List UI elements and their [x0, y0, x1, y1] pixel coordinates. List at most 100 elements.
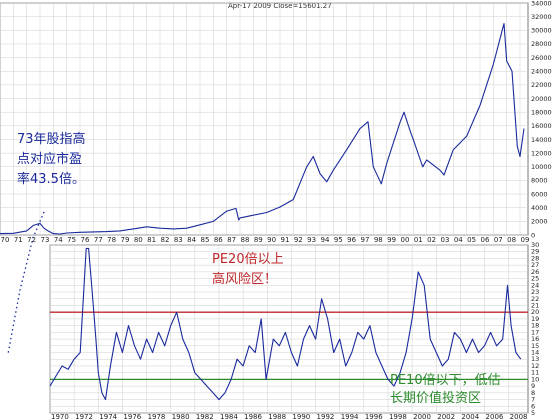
top-note-line-1: 73年股指高: [17, 131, 86, 147]
price-x-tick-label: 97: [361, 236, 370, 244]
pe-x-tick-label: 2002: [437, 413, 455, 420]
index-price-line: [0, 22, 525, 235]
price-x-tick-label: 92: [294, 236, 303, 244]
price-x-tick-label: 98: [374, 236, 383, 244]
price-x-tick-label: 86: [214, 236, 223, 244]
top-note-line-2: 点对应市盈: [17, 151, 82, 167]
price-x-tick-label: 00: [401, 236, 410, 244]
pe-y-tick-label: 19: [531, 315, 539, 323]
pe-x-tick-label: 1982: [196, 413, 214, 420]
price-x-tick-label: 82: [161, 236, 170, 244]
pe-y-tick-label: 15: [531, 342, 539, 350]
pe-y-tick-label: 23: [531, 288, 539, 296]
price-y-tick-label: 12000: [531, 149, 552, 157]
price-y-tick-label: 16000: [531, 122, 552, 130]
price-x-tick-label: 08: [507, 236, 516, 244]
low-value-note: PE10倍以下，低估 长期价值投资区: [390, 373, 501, 406]
price-x-tick-label: 96: [347, 236, 356, 244]
pe-x-tick-label: 1980: [172, 413, 190, 420]
pe-y-tick-label: 8: [531, 389, 535, 397]
pe-y-tick-label: 28: [531, 254, 539, 262]
pe-x-tick-label: 2006: [486, 413, 504, 420]
pe-x-tick-label: 1996: [365, 413, 383, 420]
pe-y-tick-label: 27: [531, 261, 539, 269]
price-x-tick-label: 93: [307, 236, 316, 244]
price-x-tick-label: 90: [267, 236, 276, 244]
price-x-tick-label: 84: [187, 236, 196, 244]
price-x-tick-label: 91: [281, 236, 290, 244]
price-x-tick-label: 04: [454, 236, 463, 244]
price-y-tick-label: 22000: [531, 81, 552, 89]
pe-x-tick-label: 1974: [99, 413, 117, 420]
price-x-tick-label: 07: [494, 236, 503, 244]
high-zone-line-1: PE20倍以上: [212, 252, 284, 267]
pe-y-tick-label: 20: [531, 308, 539, 316]
price-x-tick-label: 71: [14, 236, 23, 244]
pe-x-tick-label: 1972: [75, 413, 93, 420]
price-x-tick-label: 99: [387, 236, 396, 244]
pe-ratio-panel: 5678910111213141516171819202122232425262…: [49, 241, 539, 420]
price-x-tick-label: 05: [467, 236, 476, 244]
low-zone-line-1: PE10倍以下，低估: [390, 373, 501, 388]
price-x-tick-label: 09: [521, 236, 530, 244]
price-y-tick-label: 4000: [531, 204, 548, 212]
pe-x-tick-label: 1988: [268, 413, 286, 420]
price-x-tick-label: 06: [481, 236, 490, 244]
price-y-tick-label: 32000: [531, 13, 552, 21]
pe-x-tick-label: 1992: [317, 413, 335, 420]
index-price-panel: Apr-17 2009 Close=15601.27 0200040006000…: [0, 0, 552, 244]
pe-y-tick-label: 22: [531, 295, 539, 303]
pe-x-tick-label: 1990: [292, 413, 310, 420]
pe-y-tick-label: 5: [531, 409, 535, 417]
price-x-tick-label: 70: [1, 236, 10, 244]
price-x-tick-label: 89: [254, 236, 263, 244]
high-risk-note: PE20倍以上 高风险区！: [212, 252, 284, 287]
price-y-tick-label: 24000: [531, 68, 552, 76]
pe-y-axis: 5678910111213141516171819202122232425262…: [531, 241, 539, 417]
price-y-tick-label: 14000: [531, 136, 552, 144]
pe-y-tick-label: 18: [531, 322, 539, 330]
price-y-tick-label: 20000: [531, 95, 552, 103]
price-x-tick-label: 02: [427, 236, 436, 244]
pe-gridlines: [49, 244, 528, 414]
price-x-tick-label: 72: [27, 236, 36, 244]
pe-x-tick-label: 1970: [51, 413, 69, 420]
low-zone-line-2: 长期价值投资区: [390, 390, 481, 406]
pe-x-tick-label: 1976: [123, 413, 141, 420]
price-x-tick-label: 85: [201, 236, 210, 244]
pe-y-tick-label: 21: [531, 301, 539, 309]
pe-x-tick-label: 1978: [148, 413, 166, 420]
pe-y-tick-label: 24: [531, 281, 539, 289]
price-y-tick-label: 10000: [531, 163, 552, 171]
price-x-tick-label: 78: [107, 236, 116, 244]
price-y-tick-label: 0: [531, 231, 535, 239]
price-x-tick-label: 87: [227, 236, 236, 244]
price-y-axis: 0 2000 4000 6000 8000 10000 12000 14000 16000 180…: [531, 0, 552, 239]
price-x-tick-label: 79: [121, 236, 130, 244]
pe-x-axis: 1970 1972 1974 1976 1978 1980 1982 1984 1986 1988…: [51, 413, 528, 420]
pe-x-tick-label: 2008: [510, 413, 528, 420]
price-y-tick-label: 34000: [531, 0, 552, 7]
price-x-tick-label: 74: [54, 236, 63, 244]
top-note-line-3: 率43.5倍。: [17, 171, 85, 187]
price-x-tick-label: 80: [134, 236, 143, 244]
price-y-tick-label: 26000: [531, 54, 552, 62]
pe-ratio-line: [49, 247, 522, 401]
pe-y-tick-label: 26: [531, 268, 539, 276]
pe-x-tick-label: 2004: [461, 413, 479, 420]
price-y-tick-label: 28000: [531, 40, 552, 48]
price-y-tick-label: 18000: [531, 108, 552, 116]
price-x-tick-label: 03: [441, 236, 450, 244]
pe-y-tick-label: 25: [531, 275, 539, 283]
price-x-tick-label: 76: [81, 236, 90, 244]
price-y-tick-label: 6000: [531, 190, 548, 198]
pe-y-tick-label: 9: [531, 382, 535, 390]
price-x-tick-label: 88: [241, 236, 250, 244]
price-x-tick-label: 83: [174, 236, 183, 244]
price-x-tick-label: 73: [41, 236, 50, 244]
pe-y-tick-label: 16: [531, 335, 539, 343]
price-x-tick-label: 75: [67, 236, 76, 244]
price-x-tick-label: 01: [414, 236, 423, 244]
price-y-tick-label: 2000: [531, 218, 548, 226]
pe-y-tick-label: 14: [531, 349, 539, 357]
